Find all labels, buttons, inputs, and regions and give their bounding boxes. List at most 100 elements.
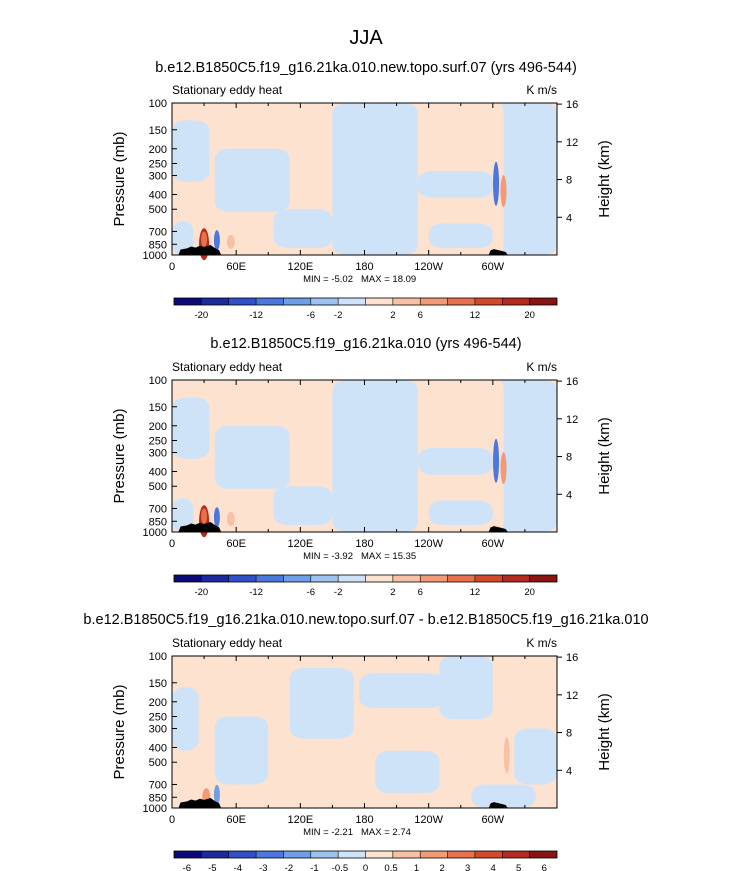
y-right-tick-label: 8 (566, 175, 572, 187)
colorbar-box (256, 298, 284, 305)
panel-2: b.e12.B1850C5.f19_g16.21ka.010 (yrs 496-… (111, 336, 613, 598)
topography-mask (178, 245, 222, 255)
colorbar-box (310, 575, 339, 582)
colorbar: -20 -12 -6 -2 2 6 12 20 (173, 574, 558, 598)
colorbar-label: 5 (516, 863, 521, 871)
panel-title: b.e12.B1850C5.f19_g16.21ka.010 (yrs 496-… (210, 336, 521, 352)
colorbar-box (338, 575, 366, 582)
y-right-tick-label: 8 (566, 728, 572, 740)
contour-region (172, 687, 199, 751)
x-tick-label: 120E (287, 538, 313, 550)
contour-region (471, 784, 536, 808)
colorbar-box (529, 851, 557, 858)
colorbar-label: 0 (363, 863, 368, 871)
contour-region (214, 716, 269, 785)
y-tick-label: 500 (149, 204, 167, 216)
y-right-tick-label: 4 (566, 489, 572, 501)
colorbar-label: 4 (491, 863, 496, 871)
y-tick-label: 700 (149, 226, 167, 238)
panel-1: b.e12.B1850C5.f19_g16.21ka.010.new.topo.… (111, 60, 613, 321)
x-tick-label: 180 (355, 261, 373, 273)
contour-region (273, 486, 333, 526)
colorbar-label: -4 (234, 863, 242, 871)
colorbar-box (365, 575, 393, 582)
y-tick-label: 200 (149, 421, 167, 433)
extremum-feature (226, 511, 235, 526)
colorbar-box (447, 575, 475, 582)
colorbar-box (529, 298, 557, 305)
extremum-feature (213, 230, 220, 251)
y-tick-label: 850 (149, 516, 167, 528)
colorbar-label: -6 (183, 863, 191, 871)
colorbar-label: -20 (194, 310, 208, 321)
colorbar-box (474, 575, 503, 582)
figure-title: JJA (349, 27, 383, 49)
contour-region (214, 148, 290, 212)
colorbar-box (228, 575, 257, 582)
y-tick-label: 1000 (143, 803, 167, 815)
right-string: K m/s (526, 360, 557, 374)
colorbar-label: 6 (542, 863, 547, 871)
contour-region (417, 447, 493, 475)
y-tick-label: 150 (149, 402, 167, 414)
right-string: K m/s (526, 636, 557, 650)
y-tick-label: 850 (149, 239, 167, 251)
colorbar-box (256, 575, 284, 582)
extremum-feature (503, 737, 510, 774)
colorbar-label: -12 (249, 310, 263, 321)
colorbar-box (392, 298, 421, 305)
colorbar-box (201, 575, 229, 582)
extremum-feature (500, 175, 507, 208)
colorbar-label: 1 (414, 863, 419, 871)
contour-region (289, 668, 354, 739)
y-tick-label: 300 (149, 724, 167, 736)
topography-mask (488, 526, 508, 532)
y-right-tick-label: 16 (566, 99, 578, 111)
contour-region (172, 221, 194, 255)
colorbar-label: 20 (524, 587, 535, 598)
left-string: Stationary eddy heat (172, 636, 283, 650)
contour-region (172, 498, 194, 532)
x-tick-label: 60E (226, 814, 246, 826)
contour-region (514, 728, 557, 785)
extremum-feature (493, 438, 500, 483)
y-tick-label: 400 (149, 190, 167, 202)
x-tick-label: 120W (414, 538, 443, 550)
x-tick-label: 60E (226, 261, 246, 273)
contour-region (172, 120, 210, 182)
colorbar-box (228, 298, 257, 305)
colorbar-label: 3 (465, 863, 470, 871)
y-tick-label: 200 (149, 144, 167, 156)
extremum-feature (213, 784, 220, 805)
colorbar-box (174, 851, 202, 858)
y-right-tick-label: 4 (566, 212, 572, 224)
y-axis-label: Pressure (mb) (111, 684, 128, 779)
colorbar: -6 -5 -4 -3 -2 -1 -0.5 0 0.5 1 2 3 4 5 6 (173, 850, 558, 871)
colorbar-label: -6 (307, 587, 315, 598)
contour-region (332, 103, 418, 255)
x-tick-label: 60E (226, 538, 246, 550)
contour-region (428, 500, 493, 526)
y-tick-label: 100 (149, 375, 167, 387)
contour-region (332, 380, 418, 532)
colorbar-label: -2 (334, 310, 342, 321)
colorbar-box (392, 851, 421, 858)
panel-3: b.e12.B1850C5.f19_g16.21ka.010.new.topo.… (83, 612, 648, 871)
contour-region (359, 673, 445, 709)
x-tick-label: 60W (482, 261, 505, 273)
x-tick-label: 0 (169, 261, 175, 273)
colorbar-box (310, 298, 339, 305)
max-label: MAX = 2.74 (361, 827, 411, 838)
colorbar-label: 2 (390, 310, 395, 321)
colorbar-box (338, 298, 366, 305)
max-label: MAX = 18.09 (361, 274, 416, 285)
colorbar-box (283, 298, 311, 305)
panels: b.e12.B1850C5.f19_g16.21ka.010.new.topo.… (83, 60, 648, 871)
colorbar-label: 20 (524, 310, 535, 321)
colorbar-box (228, 851, 257, 858)
extremum-feature (201, 231, 208, 248)
colorbar-label: -1 (310, 863, 318, 871)
x-tick-label: 180 (355, 538, 373, 550)
contour-region (273, 209, 333, 249)
left-string: Stationary eddy heat (172, 360, 283, 374)
